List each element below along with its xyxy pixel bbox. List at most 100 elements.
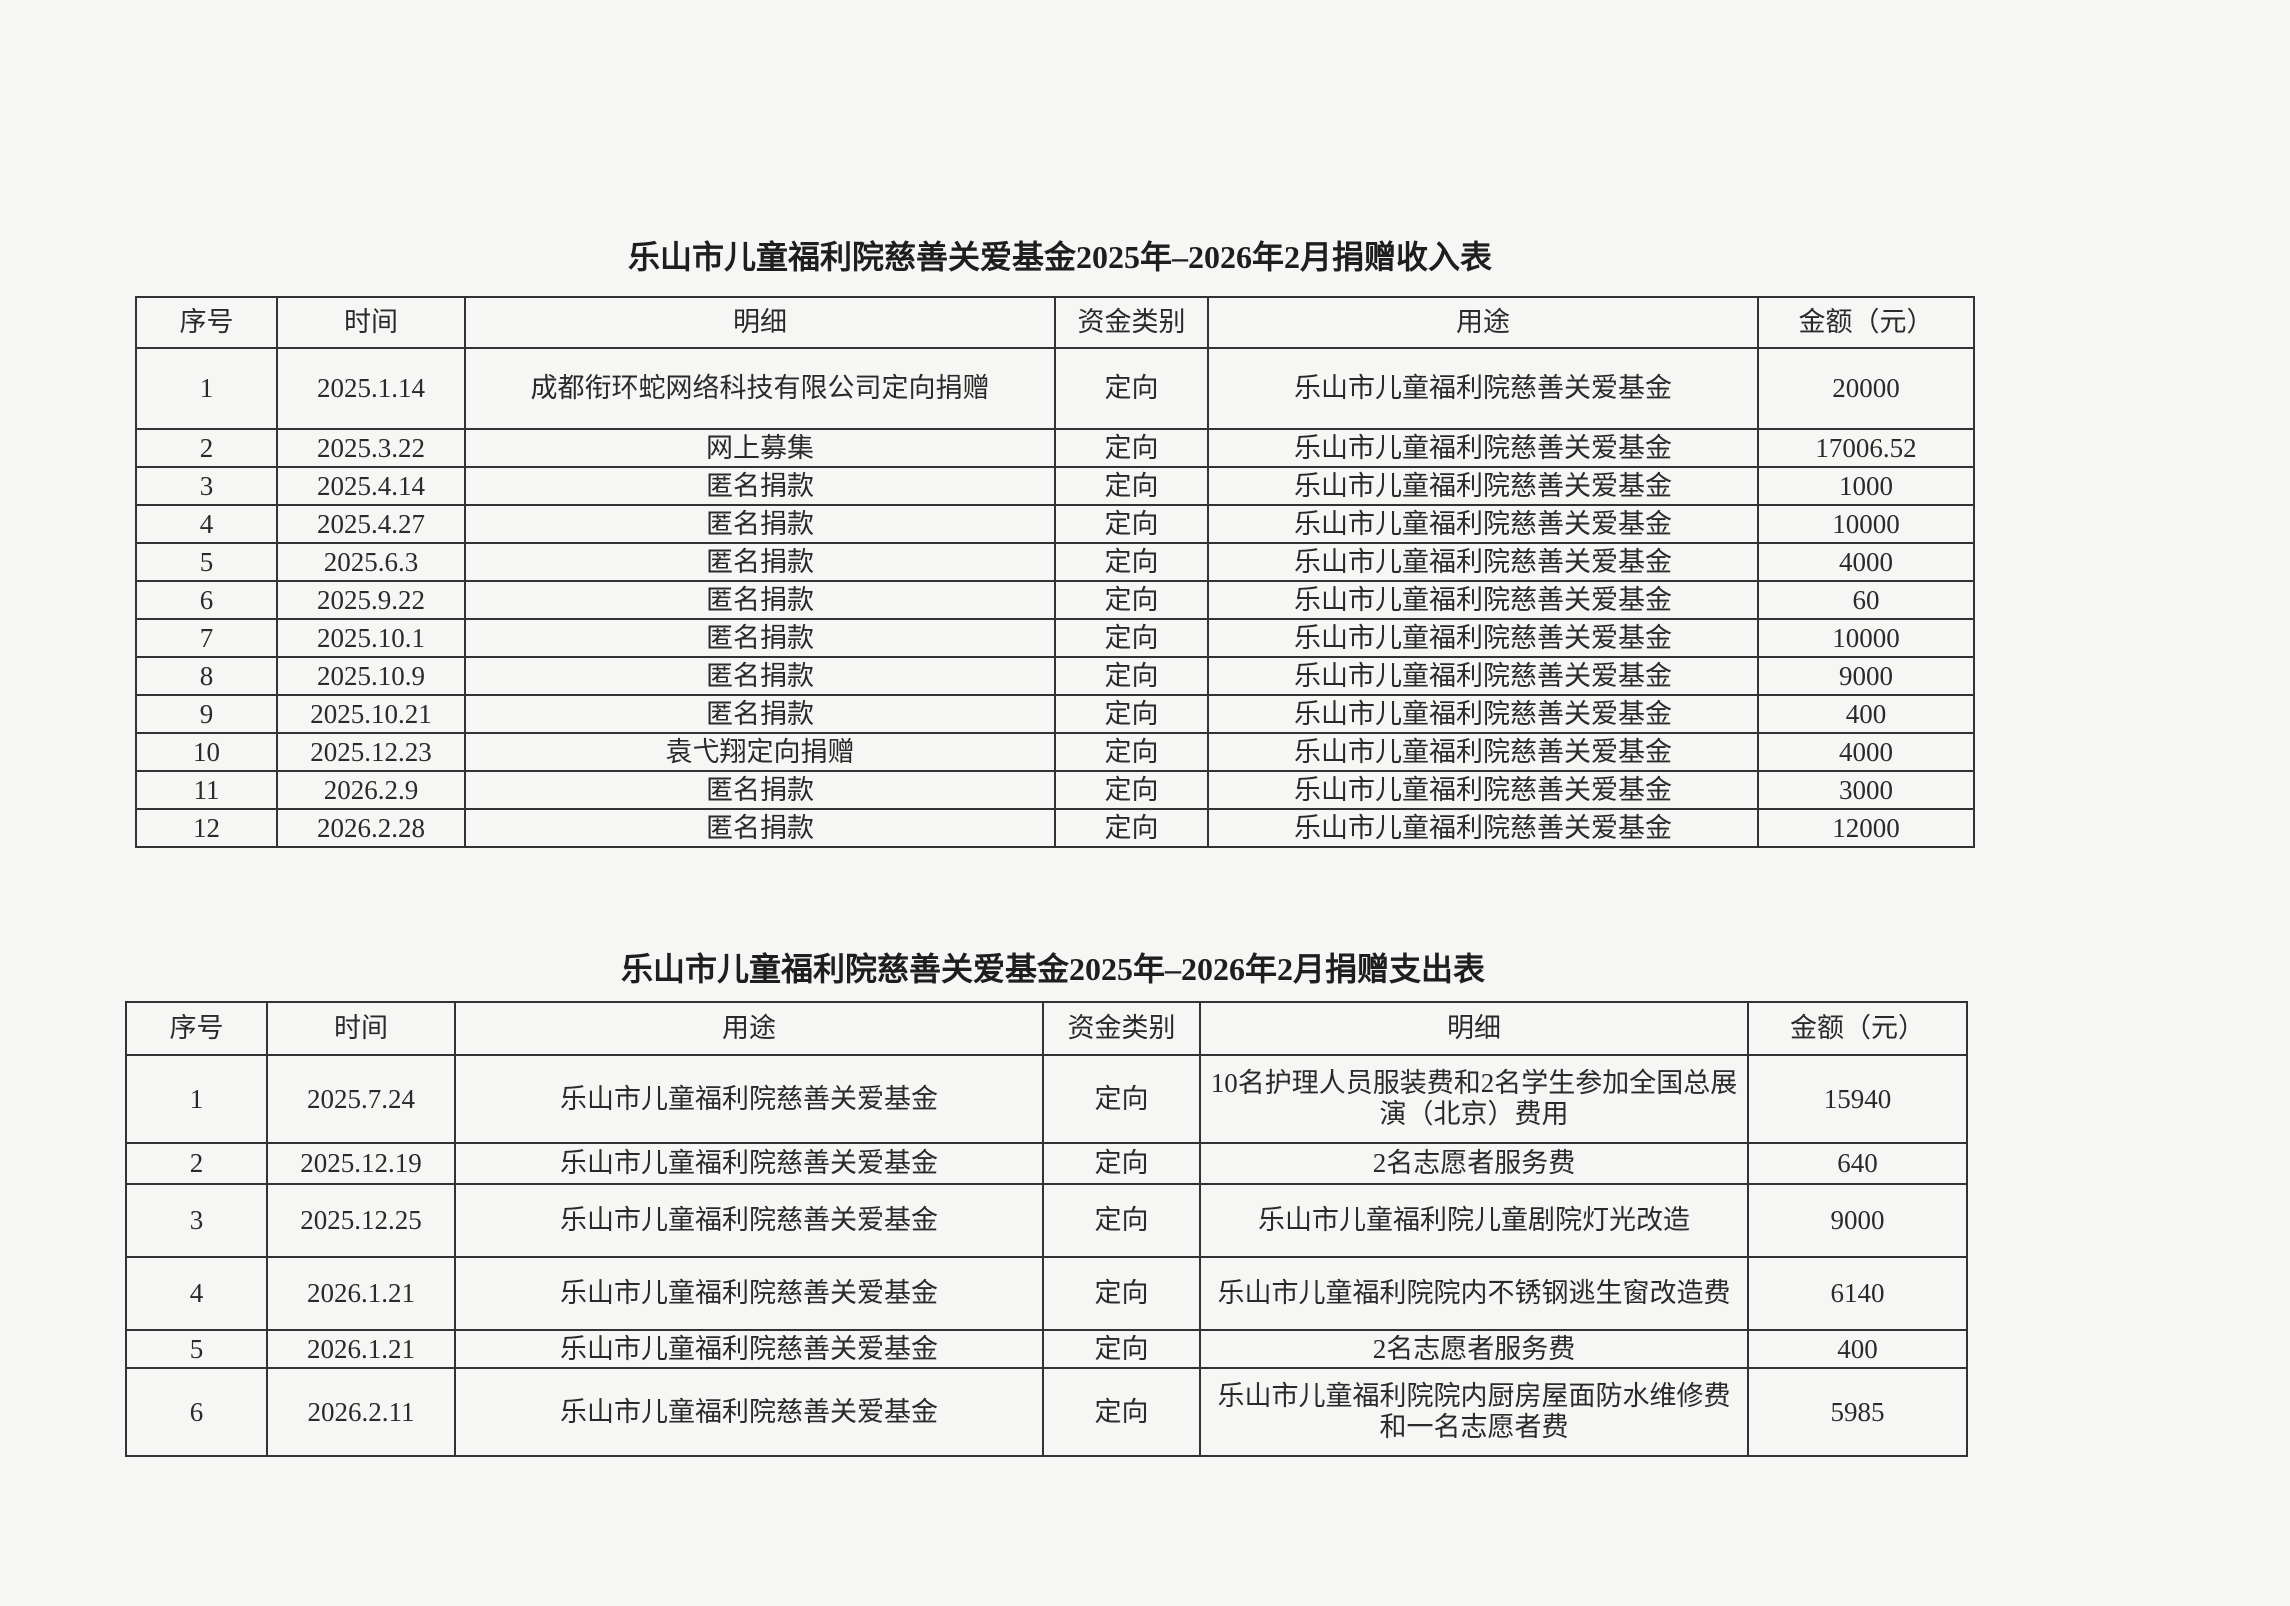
table-cell: 6 [125,1367,268,1457]
table-cell: 6140 [1747,1256,1968,1331]
table-row: 3 2025.12.25 乐山市儿童福利院慈善关爱基金 定向 乐山市儿童福利院儿童剧院灯… [125,1183,1968,1258]
table-cell: 12 [135,808,278,848]
table-cell: 定向 [1042,1256,1201,1331]
table-cell: 定向 [1042,1054,1201,1144]
table-cell: 定向 [1054,732,1209,772]
table-cell: 乐山市儿童福利院慈善关爱基金 [454,1183,1044,1258]
table-cell: 2025.12.19 [266,1142,456,1185]
table-row: 8 2025.10.9 匿名捐款 定向 乐山市儿童福利院慈善关爱基金 9000 [135,656,1975,696]
table-cell: 2 [135,428,278,468]
table-cell: 2025.7.24 [266,1054,456,1144]
income-table-title: 乐山市儿童福利院慈善关爱基金2025年–2026年2月捐赠收入表 [627,239,1493,275]
column-header: 资金类别 [1054,296,1209,349]
table-cell: 2025.4.27 [276,504,466,544]
table-cell: 2026.1.21 [266,1256,456,1331]
table-cell: 匿名捐款 [464,656,1056,696]
table-cell: 乐山市儿童福利院慈善关爱基金 [1207,347,1759,430]
table-cell: 9000 [1747,1183,1968,1258]
table-row: 10 2025.12.23 袁弋翔定向捐赠 定向 乐山市儿童福利院慈善关爱基金 4000 [135,732,1975,772]
table-cell: 乐山市儿童福利院慈善关爱基金 [1207,808,1759,848]
table-cell: 匿名捐款 [464,694,1056,734]
table-cell: 定向 [1042,1183,1201,1258]
table-cell: 2名志愿者服务费 [1199,1142,1749,1185]
column-header: 时间 [276,296,466,349]
table-cell: 2025.1.14 [276,347,466,430]
table-cell: 定向 [1054,542,1209,582]
expense-table: 序号 时间 用途 资金类别 明细 金额（元） 1 2025.7.24 乐山市儿童福利院慈善关爱基… [125,1001,1968,1457]
table-cell: 袁弋翔定向捐赠 [464,732,1056,772]
table-cell: 4 [135,504,278,544]
column-header: 金额（元） [1757,296,1975,349]
table-cell: 2025.3.22 [276,428,466,468]
table-cell: 定向 [1054,347,1209,430]
table-cell: 成都衔环蛇网络科技有限公司定向捐赠 [464,347,1056,430]
column-header: 资金类别 [1042,1001,1201,1056]
table-cell: 乐山市儿童福利院院内不锈钢逃生窗改造费 [1199,1256,1749,1331]
table-cell: 5 [125,1329,268,1369]
table-cell: 2025.12.25 [266,1183,456,1258]
table-cell: 匿名捐款 [464,618,1056,658]
table-cell: 定向 [1054,770,1209,810]
table-cell: 定向 [1054,504,1209,544]
table-cell: 20000 [1757,347,1975,430]
table-cell: 乐山市儿童福利院慈善关爱基金 [1207,656,1759,696]
table-row: 1 2025.1.14 成都衔环蛇网络科技有限公司定向捐赠 定向 乐山市儿童福利院慈善关… [135,347,1975,430]
table-cell: 2025.6.3 [276,542,466,582]
table-cell: 2025.10.9 [276,656,466,696]
table-cell: 定向 [1042,1329,1201,1369]
header-row: 序号 时间 用途 资金类别 明细 金额（元） [125,1001,1968,1056]
table-cell: 乐山市儿童福利院慈善关爱基金 [1207,466,1759,506]
table-row: 5 2025.6.3 匿名捐款 定向 乐山市儿童福利院慈善关爱基金 4000 [135,542,1975,582]
table-cell: 2026.1.21 [266,1329,456,1369]
table-cell: 定向 [1042,1367,1201,1457]
table-cell: 乐山市儿童福利院儿童剧院灯光改造 [1199,1183,1749,1258]
table-cell: 定向 [1042,1142,1201,1185]
table-cell: 6 [135,580,278,620]
table-cell: 定向 [1054,466,1209,506]
table-row: 2 2025.3.22 网上募集 定向 乐山市儿童福利院慈善关爱基金 17006.52 [135,428,1975,468]
table-cell: 10 [135,732,278,772]
table-row: 5 2026.1.21 乐山市儿童福利院慈善关爱基金 定向 2名志愿者服务费 400 [125,1329,1968,1369]
column-header: 序号 [125,1001,268,1056]
table-cell: 匿名捐款 [464,808,1056,848]
table-row: 1 2025.7.24 乐山市儿童福利院慈善关爱基金 定向 10名护理人员服装费和2名学… [125,1054,1968,1144]
table-cell: 10000 [1757,618,1975,658]
table-row: 11 2026.2.9 匿名捐款 定向 乐山市儿童福利院慈善关爱基金 3000 [135,770,1975,810]
table-cell: 2025.10.1 [276,618,466,658]
table-cell: 15940 [1747,1054,1968,1144]
table-cell: 400 [1747,1329,1968,1369]
table-row: 6 2026.2.11 乐山市儿童福利院慈善关爱基金 定向 乐山市儿童福利院院内厨房屋面… [125,1367,1968,1457]
table-cell: 2026.2.9 [276,770,466,810]
table-cell: 乐山市儿童福利院慈善关爱基金 [1207,732,1759,772]
table-cell: 8 [135,656,278,696]
table-cell: 匿名捐款 [464,542,1056,582]
table-cell: 乐山市儿童福利院慈善关爱基金 [1207,504,1759,544]
table-cell: 12000 [1757,808,1975,848]
table-cell: 2025.12.23 [276,732,466,772]
table-cell: 匿名捐款 [464,466,1056,506]
table-cell: 乐山市儿童福利院慈善关爱基金 [454,1054,1044,1144]
table-cell: 10名护理人员服装费和2名学生参加全国总展演（北京）费用 [1199,1054,1749,1144]
column-header: 明细 [464,296,1056,349]
table-cell: 10000 [1757,504,1975,544]
table-cell: 640 [1747,1142,1968,1185]
table-cell: 匿名捐款 [464,504,1056,544]
table-cell: 匿名捐款 [464,770,1056,810]
table-cell: 3 [125,1183,268,1258]
table-cell: 乐山市儿童福利院慈善关爱基金 [1207,580,1759,620]
column-header: 金额（元） [1747,1001,1968,1056]
column-header: 序号 [135,296,278,349]
table-cell: 17006.52 [1757,428,1975,468]
table-cell: 2名志愿者服务费 [1199,1329,1749,1369]
table-cell: 乐山市儿童福利院慈善关爱基金 [454,1329,1044,1369]
table-cell: 乐山市儿童福利院慈善关爱基金 [1207,770,1759,810]
table-cell: 乐山市儿童福利院慈善关爱基金 [454,1256,1044,1331]
expense-table-title: 乐山市儿童福利院慈善关爱基金2025年–2026年2月捐赠支出表 [620,951,1486,987]
table-row: 9 2025.10.21 匿名捐款 定向 乐山市儿童福利院慈善关爱基金 400 [135,694,1975,734]
table-row: 12 2026.2.28 匿名捐款 定向 乐山市儿童福利院慈善关爱基金 12000 [135,808,1975,848]
table-cell: 4000 [1757,732,1975,772]
table-row: 4 2025.4.27 匿名捐款 定向 乐山市儿童福利院慈善关爱基金 10000 [135,504,1975,544]
table-cell: 3 [135,466,278,506]
column-header: 用途 [454,1001,1044,1056]
table-cell: 定向 [1054,808,1209,848]
